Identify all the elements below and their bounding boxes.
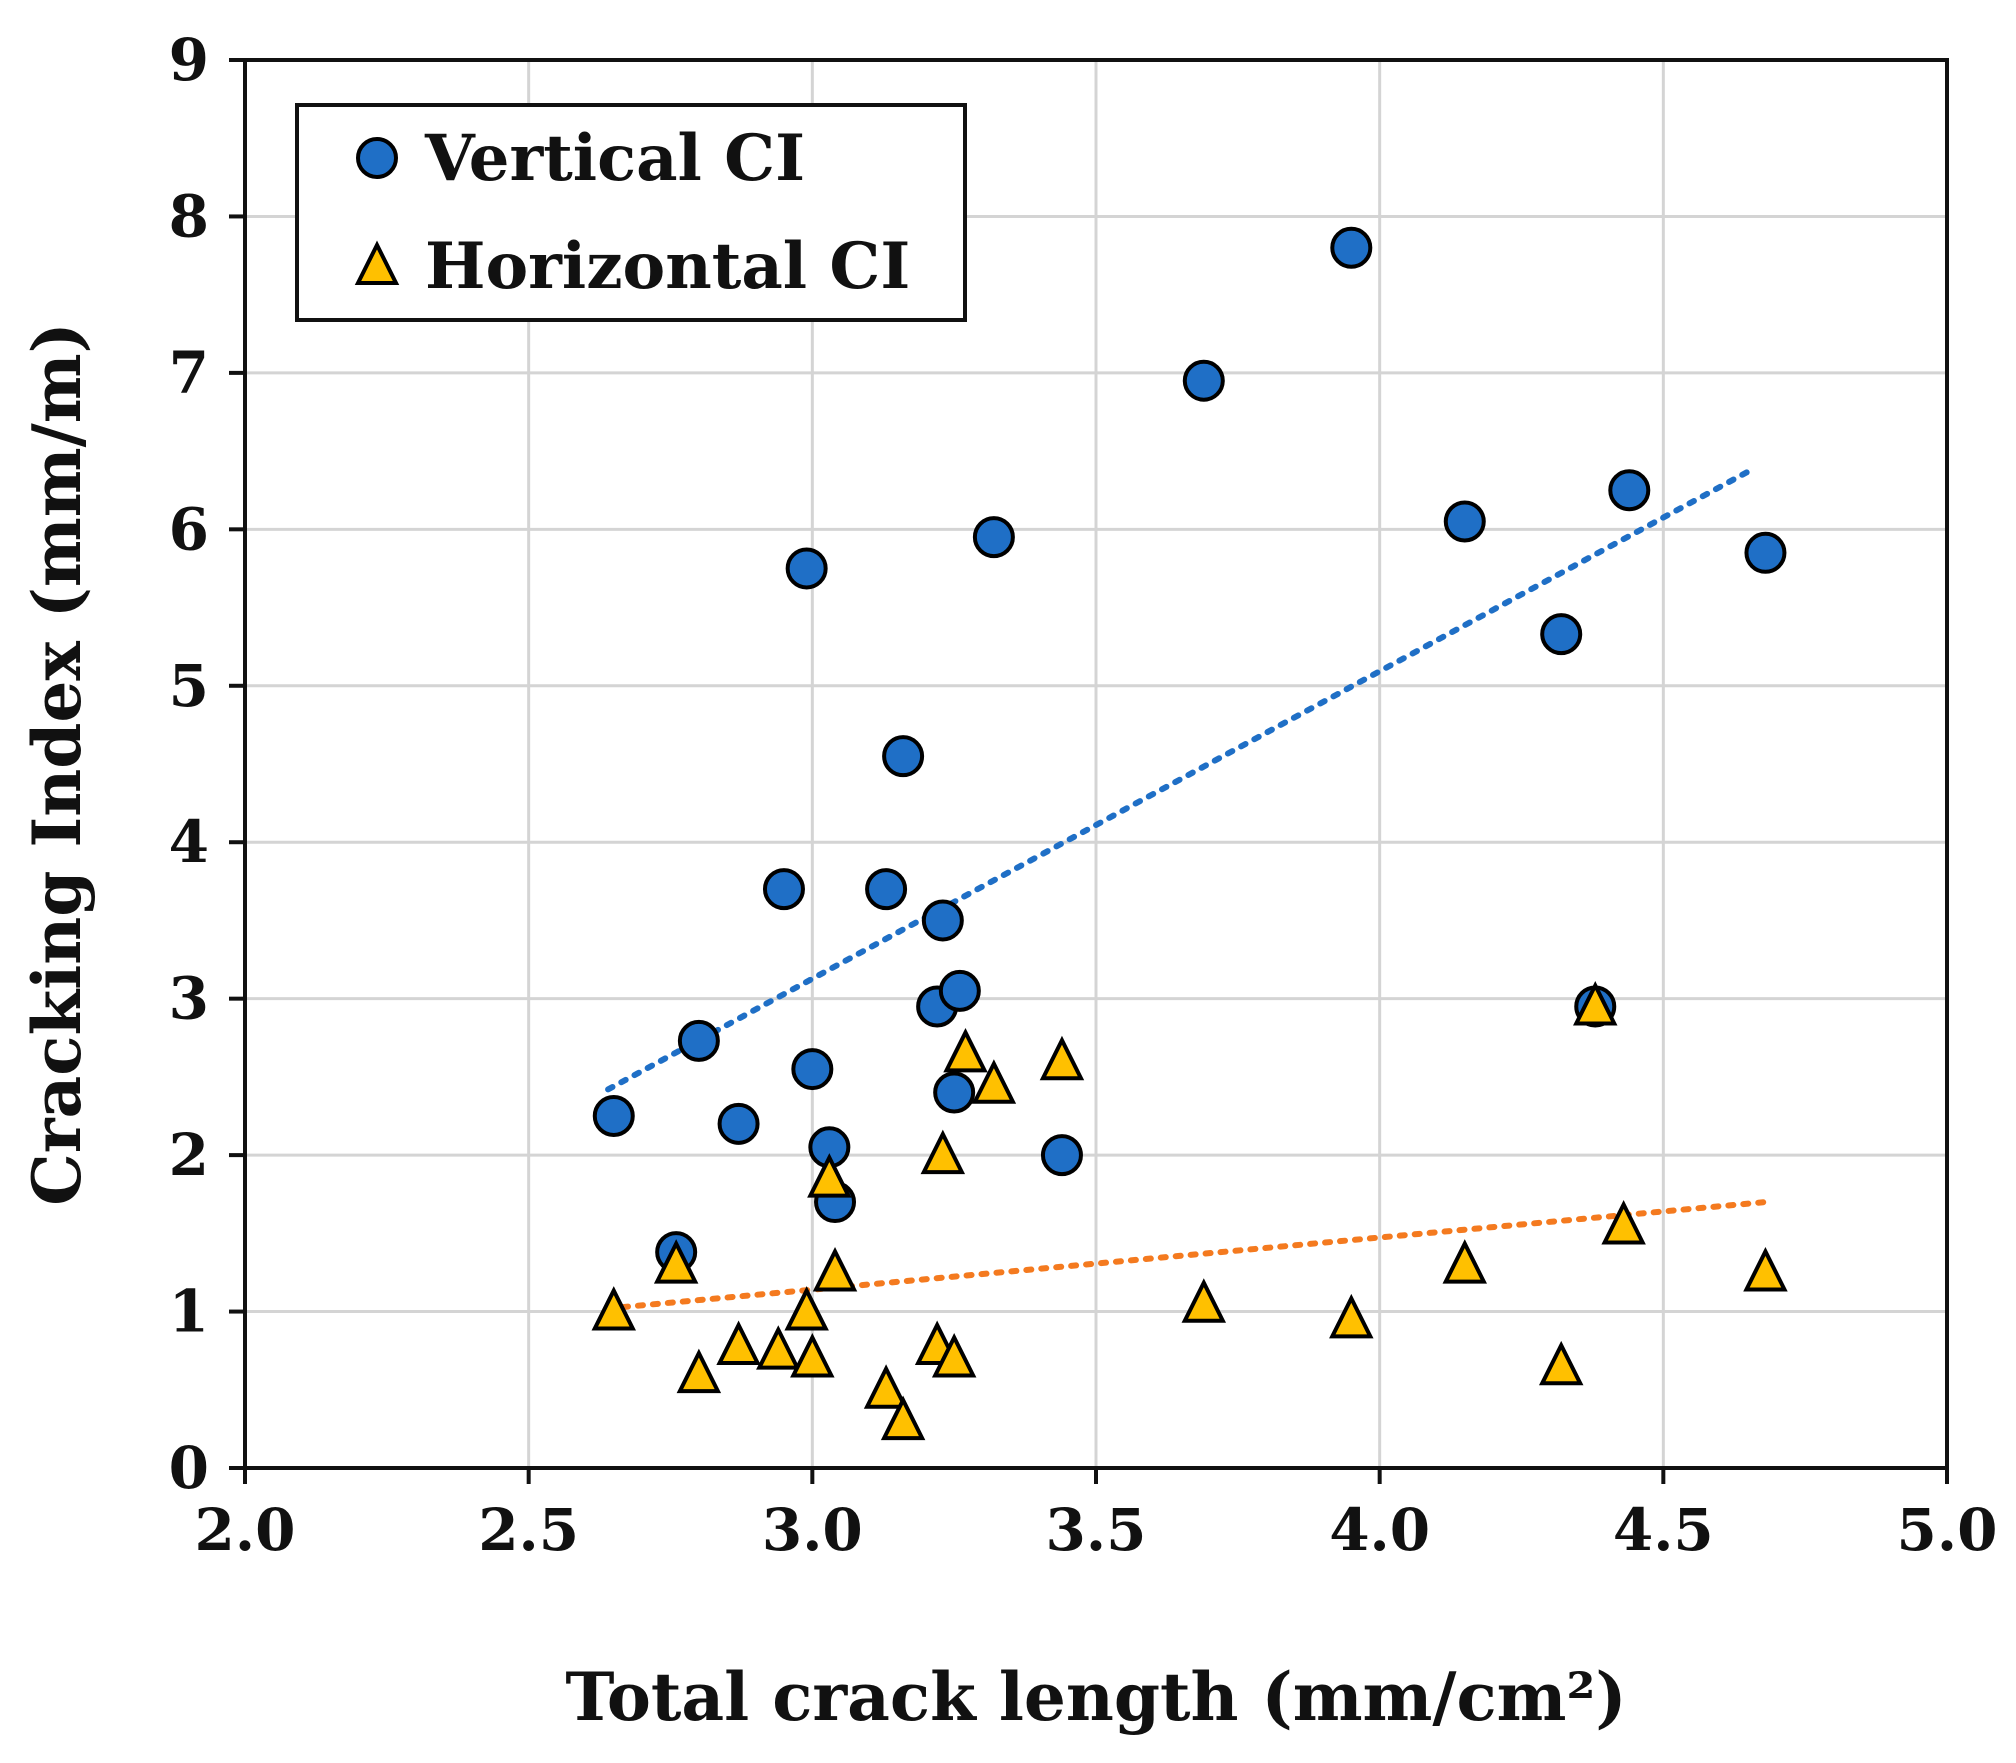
vertical-ci-point [921,899,964,942]
y-tick-label: 8 [169,182,209,250]
horizontal-ci-point [1181,1278,1227,1323]
vertical-ci-point [882,735,925,778]
horizontal-ci-point [676,1348,722,1394]
vertical-ci-point [865,868,908,911]
horizontal-ci-point [591,1286,637,1331]
vertical-ci-point [1540,613,1583,656]
vertical-ci-point [1330,226,1373,269]
horizontal-ci-point [1039,1035,1085,1081]
vertical-ci-point [933,1071,976,1114]
horizontal-ci-point [1538,1340,1584,1386]
x-tick-label: 3.5 [1046,1496,1147,1564]
horizontal-ci-point [1442,1239,1488,1284]
legend-label: Vertical CI [424,121,805,196]
trendlines [605,468,1769,1312]
vertical-ci-point [1040,1134,1083,1177]
y-tick-label: 4 [169,808,209,876]
vertical-ci-point [677,1019,720,1062]
y-tick-label: 6 [169,495,209,563]
horizontal-ci-point [971,1059,1017,1104]
legend-box [295,103,967,322]
horizontal-ci-point [812,1246,858,1292]
vertical-ci-point [1182,359,1225,402]
trendline-circle [605,468,1752,1093]
horizontal-ci-point [880,1395,926,1441]
y-tick-label: 7 [169,339,209,407]
vertical-ci-point [791,1048,834,1091]
horizontal-ci-point [931,1333,977,1378]
y-tick-label: 9 [169,26,209,94]
horizontal-ci-point [653,1239,699,1284]
legend-circle-marker [356,137,398,179]
y-tick-label: 1 [169,1278,209,1346]
vertical-ci-point [972,516,1015,559]
vertical-ci-point [1443,500,1486,543]
vertical-ci-point [1608,469,1651,512]
x-tick-label: 3.0 [762,1496,863,1564]
x-tick-label: 5.0 [1897,1496,1998,1564]
horizontal-ci-point [943,1027,988,1073]
y-axis-title: Cracking Index (mm/m) [18,322,96,1206]
horizontal-ci-point [716,1320,761,1365]
horizontal-ci-point [756,1325,801,1370]
data-points [591,226,1788,1441]
axis-ticks: 2.0 2.5 3.0 3.5 4.0 4.5 5.0 0 1 2 3 4 5 6 7 8 9 [169,26,1998,1564]
legend-triangle-marker [354,240,400,285]
vertical-ci-point [592,1095,635,1137]
vertical-ci-point [1744,531,1787,574]
vertical-ci-point [762,868,805,911]
y-tick-label: 5 [169,652,209,720]
horizontal-ci-point [784,1286,829,1331]
x-axis-title: Total crack length (mm/cm²) [565,1658,1626,1736]
vertical-ci-point [717,1102,760,1145]
legend: Vertical CI Horizontal CI [295,103,967,322]
x-tick-label: 4.0 [1329,1496,1430,1564]
horizontal-ci-point [1573,981,1618,1026]
y-tick-label: 0 [169,1434,209,1502]
x-tick-label: 2.5 [478,1496,579,1564]
y-tick-label: 3 [169,965,209,1033]
horizontal-ci-point [920,1129,966,1175]
horizontal-ci-point [1601,1200,1646,1245]
horizontal-ci-point [790,1333,835,1378]
horizontal-ci-point [807,1153,852,1198]
vertical-ci-point [938,969,981,1012]
legend-label: Horizontal CI [425,229,910,304]
horizontal-ci-point [1329,1293,1374,1339]
horizontal-ci-point [1743,1246,1788,1292]
y-tick-label: 2 [169,1121,209,1189]
x-tick-label: 4.5 [1613,1496,1714,1564]
horizontal-ci-point [863,1364,909,1409]
trendline-triangle [605,1199,1769,1312]
vertical-ci-point [785,547,828,590]
gridlines [245,60,1947,1468]
x-tick-label: 2.0 [195,1496,296,1564]
